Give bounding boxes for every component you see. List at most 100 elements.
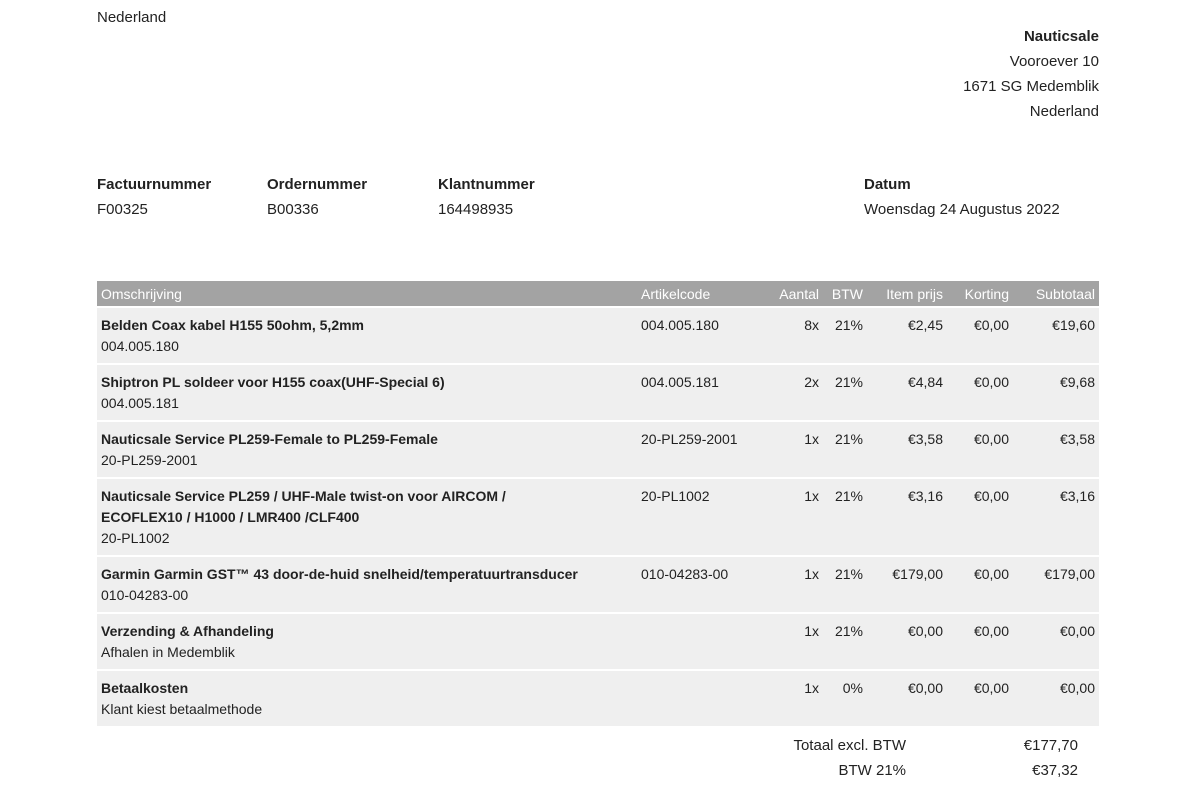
item-row: Belden Coax kabel H155 50ohm, 5,2mm 004.0… bbox=[97, 306, 1099, 364]
item-cell: €0,00 bbox=[867, 612, 947, 670]
meta-label: Ordernummer bbox=[267, 176, 368, 193]
column-header: Korting bbox=[947, 281, 1013, 307]
column-header: Artikelcode bbox=[637, 281, 757, 307]
item-subtext: Klant kiest betaalmethode bbox=[101, 701, 263, 717]
item-cell: €0,00 bbox=[947, 669, 1013, 726]
item-row: Betaalkosten Klant kiest betaalmethode 1x 0… bbox=[97, 669, 1099, 726]
meta-field: Klantnummer 164498935 bbox=[438, 172, 638, 222]
description-cell: Verzending & Afhandeling Afhalen in Medem… bbox=[97, 612, 637, 670]
column-header: Item prijs bbox=[867, 281, 947, 307]
item-row: Shiptron PL soldeer voor H155 coax(UHF-S… bbox=[97, 363, 1099, 421]
meta-field: Factuurnummer F00325 bbox=[97, 172, 297, 222]
item-cell: €3,58 bbox=[1013, 420, 1099, 478]
description-cell: Betaalkosten Klant kiest betaalmethode bbox=[97, 669, 637, 726]
item-row: Nauticsale Service PL259-Female to PL259… bbox=[97, 420, 1099, 478]
item-cell: 21% bbox=[823, 306, 867, 364]
item-description: Betaalkosten bbox=[101, 680, 189, 696]
item-description: Shiptron PL soldeer voor H155 coax(UHF-S… bbox=[101, 374, 445, 390]
item-cell: €0,00 bbox=[947, 612, 1013, 670]
item-cell: 004.005.181 bbox=[637, 363, 757, 421]
item-description: ECOFLEX10 / H1000 / LMR400 /CLF400 bbox=[101, 509, 360, 525]
item-cell: 1x bbox=[757, 612, 823, 670]
meta-label: Klantnummer bbox=[438, 176, 535, 193]
meta-field: Ordernummer B00336 bbox=[267, 172, 467, 222]
item-description: Nauticsale Service PL259-Female to PL259… bbox=[101, 431, 438, 447]
item-row: Verzending & Afhandeling Afhalen in Medem… bbox=[97, 612, 1099, 670]
item-description: Verzending & Afhandeling bbox=[101, 623, 274, 639]
item-cell: 21% bbox=[823, 612, 867, 670]
item-cell: 20-PL259-2001 bbox=[637, 420, 757, 478]
item-cell: 21% bbox=[823, 363, 867, 421]
item-cell: 010-04283-00 bbox=[637, 555, 757, 613]
table-header: Omschrijving Artikelcode Aantal BTW Item pri… bbox=[97, 281, 1099, 307]
item-cell: €179,00 bbox=[867, 555, 947, 613]
description-cell: Nauticsale Service PL259-Female to PL259… bbox=[97, 420, 637, 478]
item-cell: €4,84 bbox=[867, 363, 947, 421]
item-cell: 1x bbox=[757, 555, 823, 613]
item-cell: 20-PL1002 bbox=[637, 477, 757, 556]
item-cell: €0,00 bbox=[947, 477, 1013, 556]
items-table: Omschrijving Artikelcode Aantal BTW Item pri… bbox=[97, 281, 1099, 726]
item-subtext: 010-04283-00 bbox=[101, 587, 189, 603]
item-cell: €0,00 bbox=[1013, 612, 1099, 670]
seller-block: Nauticsale Vooroever 10 1671 SG Medembli… bbox=[799, 24, 1099, 124]
column-header: Subtotaal bbox=[1013, 281, 1099, 307]
seller-city: 1671 SG Medemblik bbox=[963, 78, 1099, 95]
item-row: Garmin Garmin GST™ 43 door-de-huid snelh… bbox=[97, 555, 1099, 613]
item-cell: 1x bbox=[757, 669, 823, 726]
item-cell: 21% bbox=[823, 477, 867, 556]
item-cell: 21% bbox=[823, 420, 867, 478]
total-label: BTW 21% bbox=[838, 762, 906, 779]
item-cell: 1x bbox=[757, 420, 823, 478]
item-description: Garmin Garmin GST™ 43 door-de-huid snelh… bbox=[101, 566, 578, 582]
item-subtext: 004.005.181 bbox=[101, 395, 179, 411]
item-cell: 1x bbox=[757, 477, 823, 556]
item-cell: €0,00 bbox=[947, 555, 1013, 613]
meta-value: Woensdag 24 Augustus 2022 bbox=[864, 201, 1060, 218]
item-cell: €3,58 bbox=[867, 420, 947, 478]
item-cell bbox=[637, 669, 757, 726]
column-header: BTW bbox=[823, 281, 867, 307]
meta-label: Factuurnummer bbox=[97, 176, 212, 193]
item-subtext: Afhalen in Medemblik bbox=[101, 644, 235, 660]
item-cell: 0% bbox=[823, 669, 867, 726]
meta-value: F00325 bbox=[97, 201, 148, 218]
item-cell: 2x bbox=[757, 363, 823, 421]
item-row: Nauticsale Service PL259 / UHF-Male twis… bbox=[97, 477, 1099, 556]
total-value: €37,32 bbox=[1032, 762, 1078, 779]
item-cell: 8x bbox=[757, 306, 823, 364]
meta-value: 164498935 bbox=[438, 201, 514, 218]
meta-field: Datum Woensdag 24 Augustus 2022 bbox=[864, 172, 1064, 222]
item-subtext: 20-PL259-2001 bbox=[101, 452, 198, 468]
item-description: Belden Coax kabel H155 50ohm, 5,2mm bbox=[101, 317, 364, 333]
seller-country: Nederland bbox=[1029, 103, 1099, 120]
meta-value: B00336 bbox=[267, 201, 319, 218]
description-cell: Belden Coax kabel H155 50ohm, 5,2mm 004.0… bbox=[97, 306, 637, 364]
item-subtext: 20-PL1002 bbox=[101, 530, 170, 546]
total-value: €177,70 bbox=[1023, 737, 1078, 754]
item-cell: 21% bbox=[823, 555, 867, 613]
item-description: Nauticsale Service PL259 / UHF-Male twis… bbox=[101, 488, 506, 504]
item-cell: 004.005.180 bbox=[637, 306, 757, 364]
item-cell: €0,00 bbox=[947, 306, 1013, 364]
description-cell: Shiptron PL soldeer voor H155 coax(UHF-S… bbox=[97, 363, 637, 421]
item-cell: €3,16 bbox=[1013, 477, 1099, 556]
customer-country: Nederland bbox=[97, 9, 167, 26]
column-header: Omschrijving bbox=[97, 281, 637, 307]
meta-label: Datum bbox=[864, 176, 911, 193]
seller-name: Nauticsale bbox=[1023, 28, 1099, 45]
item-cell: €9,68 bbox=[1013, 363, 1099, 421]
total-label: Totaal excl. BTW bbox=[793, 737, 906, 754]
item-cell: €0,00 bbox=[1013, 669, 1099, 726]
item-cell: €2,45 bbox=[867, 306, 947, 364]
item-subtext: 004.005.180 bbox=[101, 338, 179, 354]
item-cell bbox=[637, 612, 757, 670]
description-cell: Nauticsale Service PL259 / UHF-Male twis… bbox=[97, 477, 637, 556]
description-cell: Garmin Garmin GST™ 43 door-de-huid snelh… bbox=[97, 555, 637, 613]
item-cell: €179,00 bbox=[1013, 555, 1099, 613]
item-cell: €3,16 bbox=[867, 477, 947, 556]
item-cell: €0,00 bbox=[947, 420, 1013, 478]
item-cell: €0,00 bbox=[947, 363, 1013, 421]
column-header: Aantal bbox=[757, 281, 823, 307]
